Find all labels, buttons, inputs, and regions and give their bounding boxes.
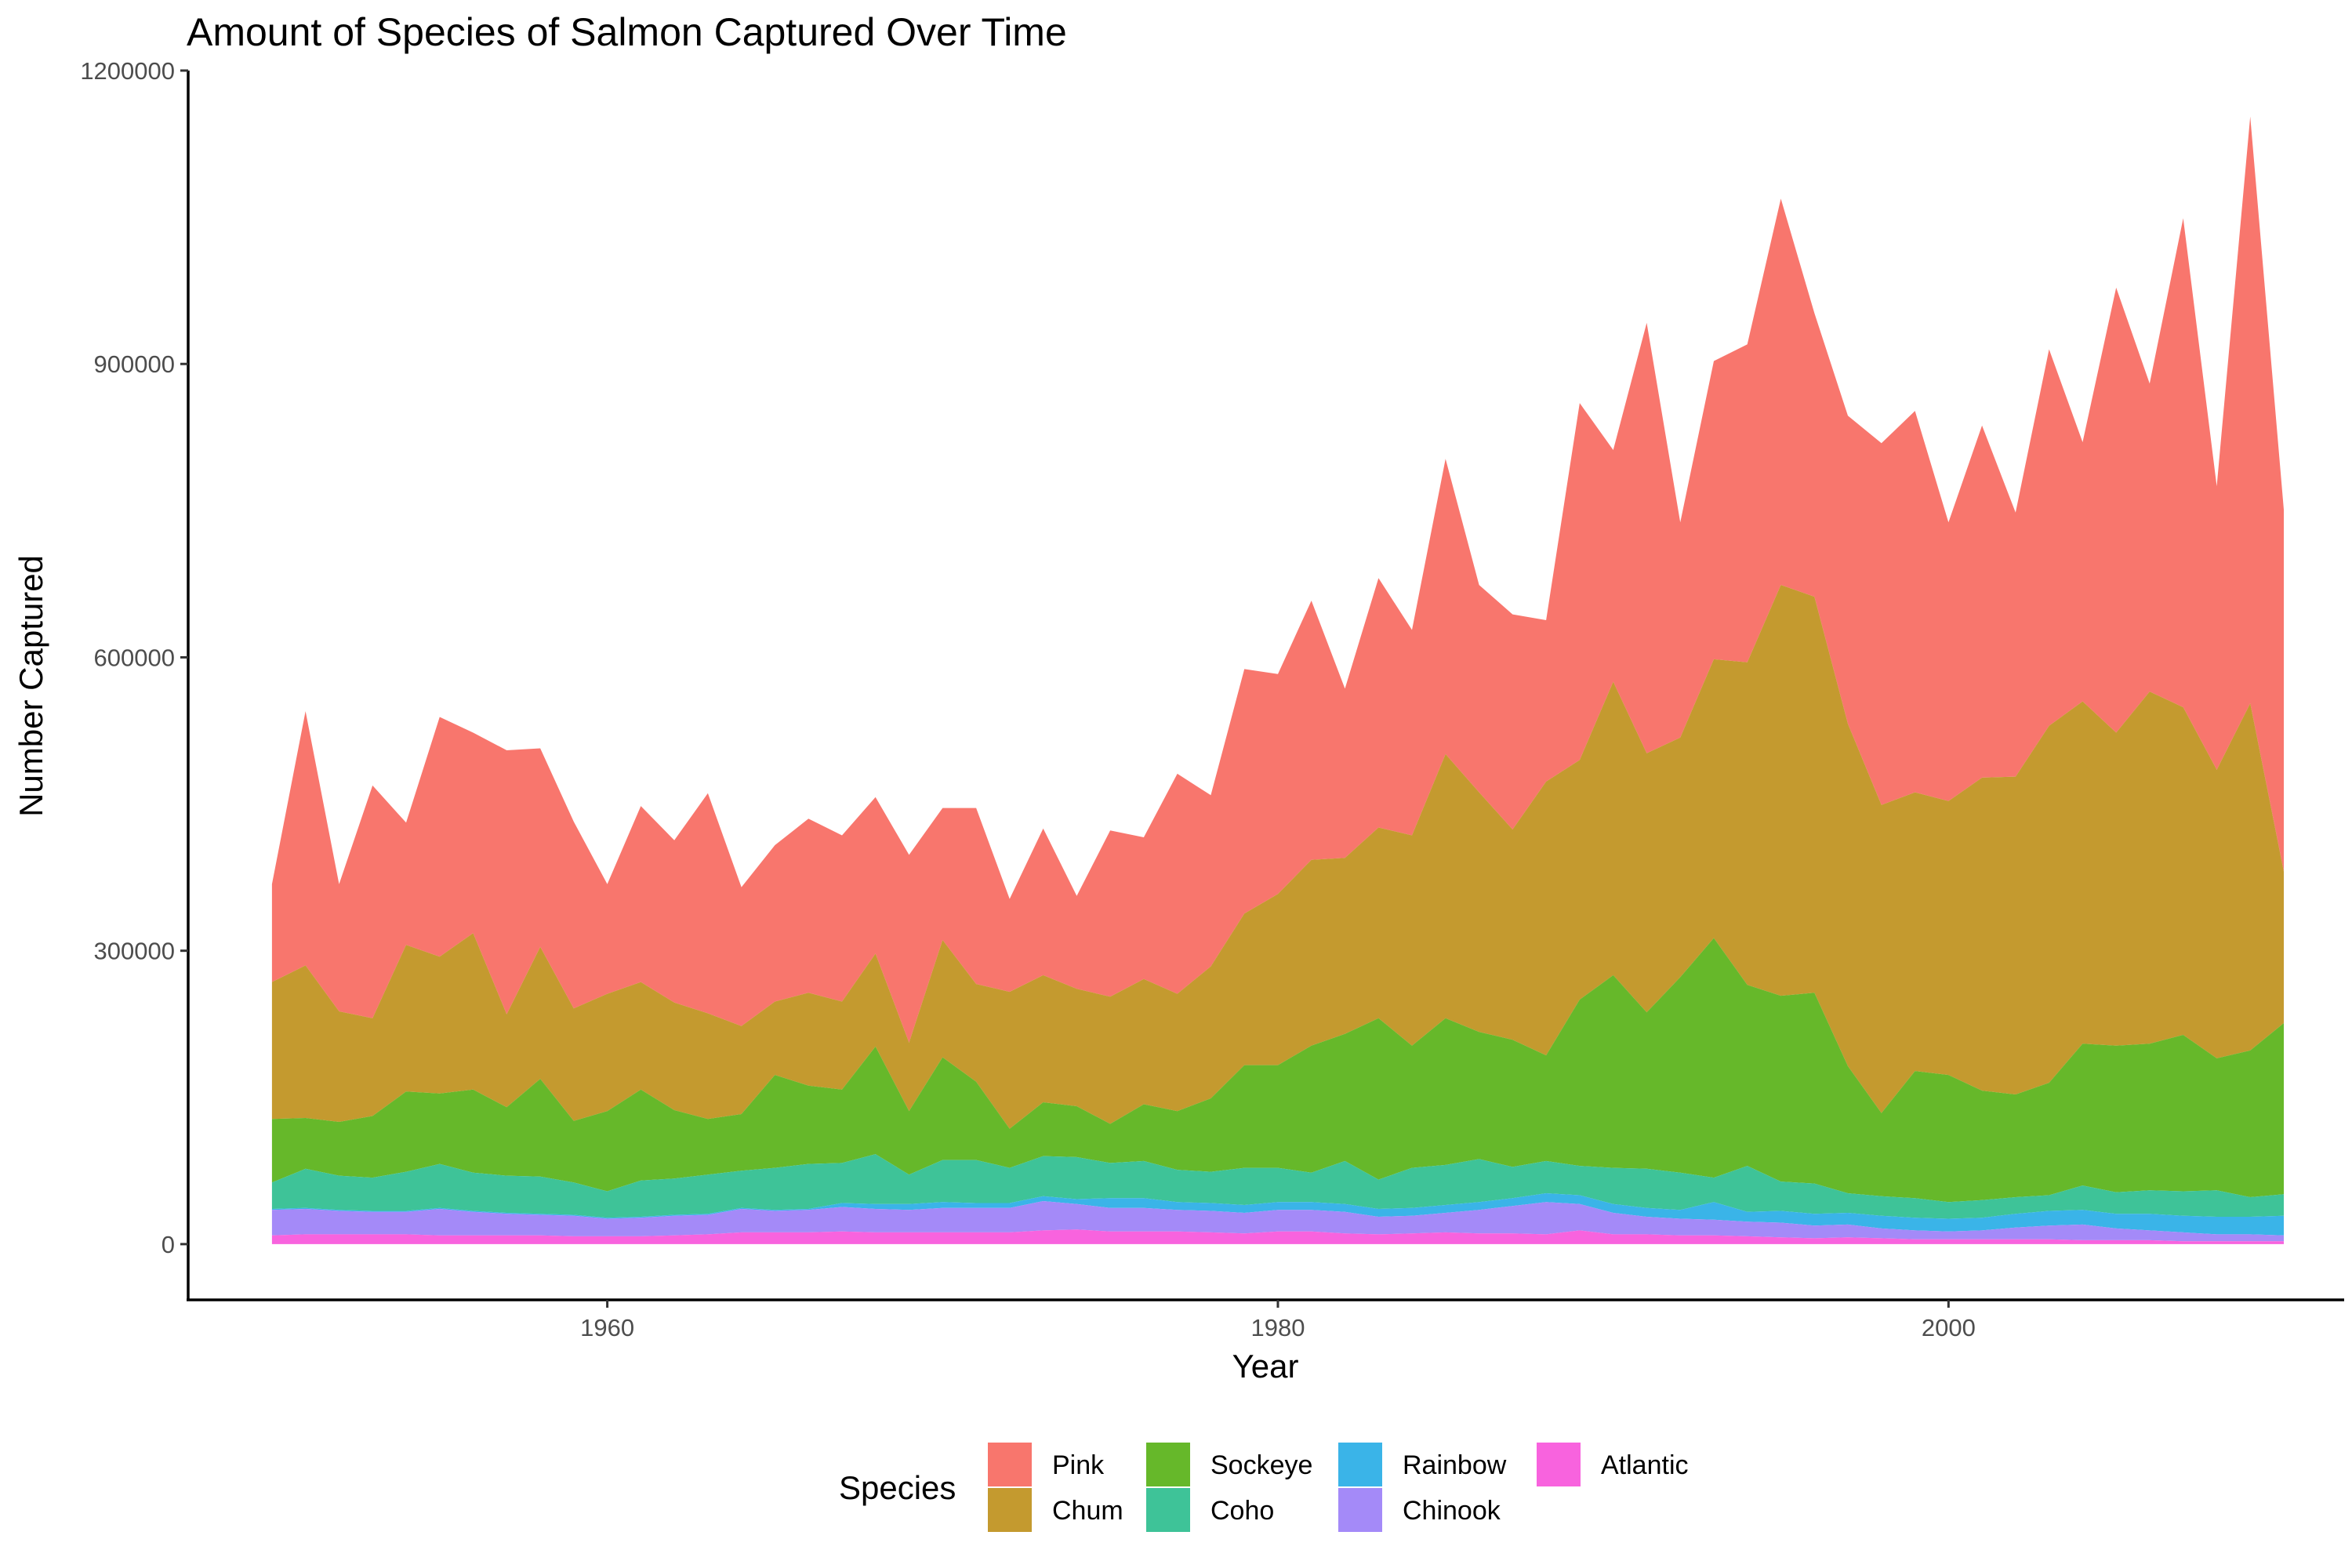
area-sockeye xyxy=(271,938,2285,1203)
legend-label-pink: Pink xyxy=(1052,1450,1105,1480)
legend-key-chinook xyxy=(1338,1488,1382,1532)
area-atlantic xyxy=(271,1229,2285,1244)
area-chum xyxy=(271,585,2285,1129)
y-tick-label: 0 xyxy=(162,1231,175,1258)
axes xyxy=(187,71,2344,1301)
legend-key-pink xyxy=(988,1443,1032,1486)
legend-label-rainbow: Rainbow xyxy=(1403,1450,1507,1480)
legend-key-sockeye xyxy=(1146,1443,1190,1486)
legend-key-atlantic xyxy=(1537,1443,1581,1486)
legend-label-chum: Chum xyxy=(1052,1496,1123,1526)
legend-label-coho: Coho xyxy=(1210,1496,1274,1526)
legend-title: Species xyxy=(839,1469,956,1506)
area-coho xyxy=(271,1154,2285,1219)
x-tick-label: 1980 xyxy=(1250,1314,1305,1341)
y-tick-label: 900000 xyxy=(94,350,175,378)
chart-title: Amount of Species of Salmon Captured Ove… xyxy=(187,10,1067,54)
legend-label-chinook: Chinook xyxy=(1403,1496,1501,1526)
area-series-group xyxy=(271,116,2285,1244)
legend-key-chum xyxy=(988,1488,1032,1532)
x-tick-label: 1960 xyxy=(580,1314,634,1341)
legend-key-coho xyxy=(1146,1488,1190,1532)
y-axis-title: Number Captured xyxy=(13,555,49,817)
legend-label-sockeye: Sockeye xyxy=(1210,1450,1312,1480)
legend-key-rainbow xyxy=(1338,1443,1382,1486)
y-ticks: 0 300000 600000 900000 1200000 xyxy=(80,57,188,1258)
area-chinook xyxy=(271,1201,2285,1242)
x-ticks: 1960 1980 2000 xyxy=(580,1300,1976,1341)
x-tick-label: 2000 xyxy=(1922,1314,1976,1341)
y-tick-label: 300000 xyxy=(94,938,175,965)
y-tick-label: 600000 xyxy=(94,644,175,671)
x-axis-title: Year xyxy=(1232,1348,1299,1385)
legend-label-atlantic: Atlantic xyxy=(1601,1450,1689,1480)
area-pink xyxy=(271,116,2285,1043)
y-tick-label: 1200000 xyxy=(80,57,175,85)
legend: Species Pink Chum Sockeye Coho Rainbow Chinoo… xyxy=(839,1443,1689,1532)
